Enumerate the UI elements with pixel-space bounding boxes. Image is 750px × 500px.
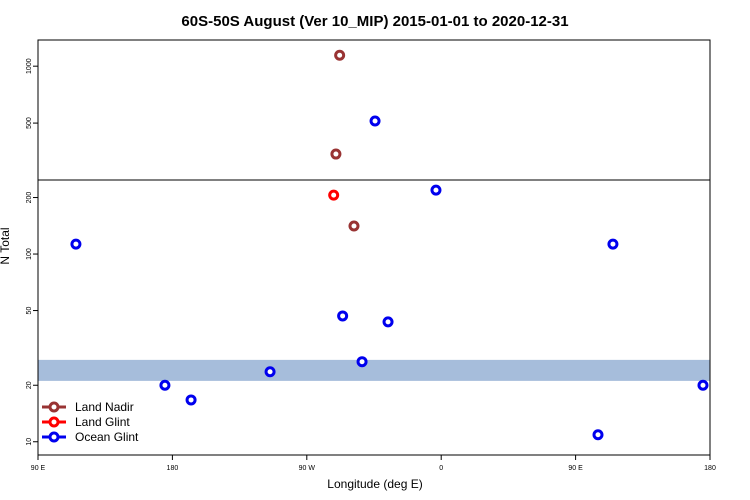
point [334,49,346,61]
y-tick-label: 20 [26,381,33,389]
point [382,316,394,328]
x-tick-label: 0 [439,465,443,472]
legend-marker [48,431,60,443]
x-tick-label: 90 W [299,465,316,472]
point [356,356,368,368]
point [159,379,171,391]
legend-marker [48,401,60,413]
point [697,379,709,391]
x-tick-label: 90 E [31,465,46,472]
legend-label: Land Glint [75,415,130,429]
point [328,189,340,201]
y-tick-label: 50 [26,307,33,315]
y-tick-label: 100 [26,248,33,260]
legend-label: Ocean Glint [75,430,139,444]
x-tick-label: 180 [704,465,716,472]
plot-frame [37,39,711,456]
legend-label: Land Nadir [75,400,134,414]
x-axis-label: Longitude (deg E) [327,477,422,491]
point [185,394,197,406]
point [369,115,381,127]
y-tick-label: 1000 [26,58,33,74]
point [348,220,360,232]
x-tick-label: 90 E [568,465,583,472]
band [38,359,710,381]
legend-marker [48,416,60,428]
point [337,310,349,322]
point [70,238,82,250]
point [264,366,276,378]
y-tick-label: 500 [26,117,33,129]
x-tick-label: 180 [167,465,179,472]
chart-title: 60S-50S August (Ver 10_MIP) 2015-01-01 t… [181,13,568,30]
y-tick-label: 200 [26,192,33,204]
y-tick-label: 10 [26,438,33,446]
point [607,238,619,250]
y-axis-label: N Total [0,227,12,264]
point [330,148,342,160]
point [592,429,604,441]
point [430,184,442,196]
